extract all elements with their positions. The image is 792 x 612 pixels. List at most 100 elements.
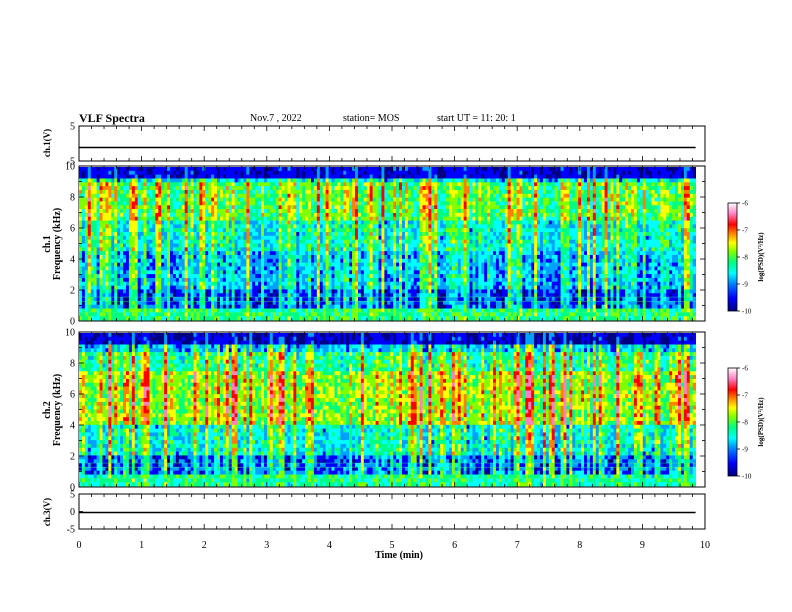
spectrogram-cell bbox=[123, 277, 127, 283]
spectrogram-cell bbox=[105, 247, 109, 252]
spectrogram-cell bbox=[167, 304, 171, 309]
spectrogram-cell bbox=[255, 312, 259, 317]
spectrogram-cell bbox=[269, 186, 274, 191]
spectrogram-cell bbox=[240, 209, 244, 214]
spectrogram-cell bbox=[352, 170, 356, 176]
spectrogram-cell bbox=[140, 182, 144, 187]
spectrogram-cell bbox=[128, 251, 133, 256]
spectrogram-cell bbox=[363, 258, 368, 264]
spectrogram-cell bbox=[131, 316, 136, 321]
spectrogram-cell bbox=[431, 170, 435, 176]
spectrogram-cell bbox=[190, 220, 194, 225]
spectrogram-cell bbox=[293, 312, 297, 317]
spectrogram-cell bbox=[375, 285, 379, 290]
spectrogram-cell bbox=[334, 228, 338, 233]
spectrogram-cell bbox=[357, 182, 362, 187]
spectrogram-cell bbox=[108, 201, 112, 206]
spectrogram-cell bbox=[108, 243, 112, 248]
spectrogram-cell bbox=[272, 232, 277, 237]
spectrogram-cell bbox=[222, 193, 227, 199]
spectrogram-cell bbox=[322, 197, 327, 202]
spectrogram-cell bbox=[334, 170, 338, 176]
spectrogram-cell bbox=[393, 235, 397, 241]
spectrogram-cell bbox=[202, 262, 206, 267]
spectrogram-cell bbox=[84, 258, 89, 264]
spectrogram-cell bbox=[96, 216, 100, 221]
spectrogram-cell bbox=[240, 167, 244, 172]
spectrogram-cell bbox=[322, 254, 327, 260]
spectrogram-cell bbox=[140, 167, 144, 172]
spectrogram-cell bbox=[355, 186, 359, 191]
spectrogram-cell bbox=[296, 285, 300, 290]
spectrogram-cell bbox=[155, 205, 159, 210]
spectrogram-cell bbox=[125, 189, 130, 195]
spectrogram-cell bbox=[310, 224, 315, 229]
spectrogram-cell bbox=[181, 232, 186, 237]
spectrogram-cell bbox=[240, 277, 244, 283]
spectrogram-cell bbox=[149, 293, 153, 298]
spectrogram-cell bbox=[243, 266, 247, 271]
spectrogram-cell bbox=[316, 209, 321, 214]
spectrogram-cell bbox=[125, 197, 130, 202]
spectrogram-cell bbox=[319, 205, 324, 210]
spectrogram-cell bbox=[90, 209, 95, 214]
spectrogram-cell bbox=[443, 209, 447, 214]
spectrogram-cell bbox=[340, 312, 344, 317]
spectrogram-cell bbox=[155, 182, 159, 187]
spectrogram-cell bbox=[231, 312, 236, 317]
spectrogram-cell bbox=[164, 182, 168, 187]
spectrogram-cell bbox=[404, 189, 409, 195]
spectrogram-cell bbox=[90, 212, 95, 218]
spectrogram-cell bbox=[413, 193, 418, 199]
spectrogram-cell bbox=[261, 189, 265, 195]
spectrogram-cell bbox=[440, 197, 444, 202]
spectrogram-cell bbox=[205, 281, 209, 286]
spectrogram-cell bbox=[123, 247, 127, 252]
spectrogram-cell bbox=[407, 205, 412, 210]
spectrogram-cell bbox=[243, 174, 247, 179]
spectrogram-cell bbox=[308, 300, 312, 306]
spectrogram-cell bbox=[108, 235, 112, 241]
spectrogram-cell bbox=[363, 254, 368, 260]
spectrogram-cell bbox=[128, 266, 133, 271]
spectrogram-cell bbox=[387, 239, 391, 244]
spectrogram-cell bbox=[269, 258, 274, 264]
spectrogram-cell bbox=[390, 308, 394, 313]
spectrogram-cell bbox=[363, 189, 368, 195]
spectrogram-cell bbox=[266, 262, 271, 267]
spectrogram-cell bbox=[360, 312, 365, 317]
spectrogram-cell bbox=[79, 228, 83, 233]
spectrogram-cell bbox=[299, 270, 303, 275]
spectrogram-cell bbox=[90, 205, 95, 210]
spectrogram-cell bbox=[428, 212, 432, 218]
spectrogram-cell bbox=[131, 170, 136, 176]
spectrogram-cell bbox=[99, 312, 103, 317]
spectrogram-cell bbox=[375, 308, 379, 313]
spectrogram-cell bbox=[334, 205, 338, 210]
spectrogram-cell bbox=[123, 258, 127, 264]
spectrogram-cell bbox=[164, 178, 168, 183]
spectrogram-cell bbox=[305, 174, 309, 179]
spectrogram-cell bbox=[390, 216, 394, 221]
spectrogram-cell bbox=[117, 167, 121, 172]
spectrogram-cell bbox=[375, 224, 379, 229]
spectrogram-cell bbox=[434, 193, 438, 199]
spectrogram-cell bbox=[410, 209, 415, 214]
spectrogram-cell bbox=[399, 277, 403, 283]
spectrogram-cell bbox=[96, 266, 100, 271]
spectrogram-cell bbox=[184, 300, 189, 306]
spectrogram-cell bbox=[363, 174, 368, 179]
spectrogram-cell bbox=[152, 247, 156, 252]
spectrogram-cell bbox=[428, 186, 432, 191]
spectrogram-cell bbox=[340, 251, 344, 256]
spectrogram-cell bbox=[310, 258, 315, 264]
spectrogram-cell bbox=[375, 174, 379, 179]
spectrogram-cell bbox=[325, 316, 329, 321]
spectrogram-cell bbox=[269, 220, 274, 225]
spectrogram-cell bbox=[184, 254, 189, 260]
spectrogram-cell bbox=[340, 167, 344, 172]
spectrogram-cell bbox=[255, 205, 259, 210]
spectrogram-cell bbox=[352, 201, 356, 206]
spectrogram-cell bbox=[325, 312, 329, 317]
spectrogram-cell bbox=[419, 216, 423, 221]
